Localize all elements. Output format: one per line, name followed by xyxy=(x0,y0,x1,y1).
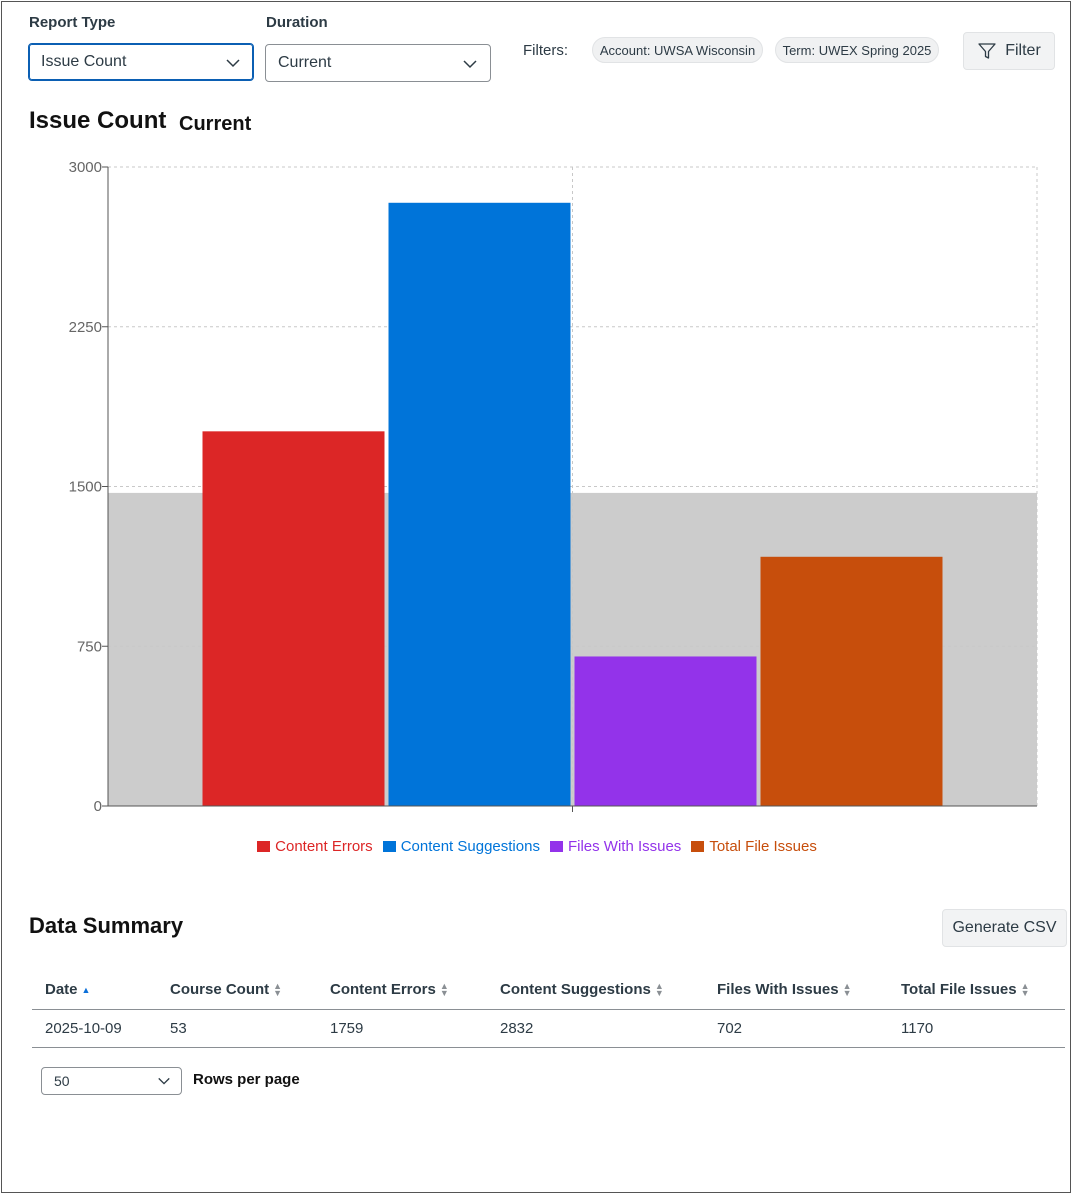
legend-label: Content Suggestions xyxy=(400,838,540,855)
chart-subtitle: Current xyxy=(179,113,252,135)
filter-button[interactable]: Filter xyxy=(963,32,1055,70)
chart-title: Issue Count xyxy=(29,107,167,134)
column-header-files-with-issues[interactable]: Files With Issues ▲ ▼ xyxy=(704,971,888,1010)
cell-total-file-issues: 1170 xyxy=(888,1009,1065,1048)
issue-count-bar-chart: 0 750 1500 2250 3000 xyxy=(69,159,1038,815)
table-row: 2025-10-09 53 1759 2832 702 1170 xyxy=(32,1009,1065,1048)
y-tick-label: 750 xyxy=(77,638,102,655)
column-header-date[interactable]: Date ▲ xyxy=(32,971,157,1010)
sort-icon: ▲ ▼ xyxy=(654,981,664,999)
chevron-down-icon xyxy=(158,1077,170,1085)
duration-select[interactable]: Current xyxy=(265,44,491,82)
funnel-icon xyxy=(978,43,996,59)
legend-item[interactable]: Content Errors xyxy=(257,838,373,855)
data-summary-title: Data Summary xyxy=(29,913,184,938)
report-type-value: Issue Count xyxy=(41,53,127,70)
sort-icon: ▲ ▼ xyxy=(273,981,283,999)
data-summary-table: Date ▲ Course Count ▲ ▼ Content Errors ▲ ▼ Co… xyxy=(32,971,1065,1048)
bar-total-file-issues xyxy=(760,556,943,806)
legend-swatch xyxy=(257,841,271,852)
duration-value: Current xyxy=(278,54,332,71)
sort-ascending-icon: ▲ xyxy=(81,984,91,995)
legend-label: Total File Issues xyxy=(709,838,817,855)
cell-files-with-issues: 702 xyxy=(704,1009,888,1048)
sort-icon: ▲ ▼ xyxy=(439,981,449,999)
column-header-total-file-issues[interactable]: Total File Issues ▲ ▼ xyxy=(888,971,1065,1010)
chart-legend: Content Errors Content Suggestions Files… xyxy=(2,838,1072,855)
legend-swatch xyxy=(691,841,705,852)
filters-label: Filters: xyxy=(523,42,568,59)
y-tick-label: 3000 xyxy=(69,159,102,176)
filter-chip-term[interactable]: Term: UWEX Spring 2025 xyxy=(775,37,939,63)
column-header-course-count[interactable]: Course Count ▲ ▼ xyxy=(157,971,317,1010)
legend-label: Content Errors xyxy=(275,838,373,855)
sort-icon: ▲ ▼ xyxy=(842,981,852,999)
legend-item[interactable]: Content Suggestions xyxy=(382,838,540,855)
chevron-down-icon xyxy=(226,59,240,68)
rows-per-page-label: Rows per page xyxy=(193,1071,300,1088)
filter-button-label: Filter xyxy=(1005,42,1041,59)
rows-per-page-value: 50 xyxy=(54,1073,70,1089)
legend-label: Files With Issues xyxy=(567,838,682,855)
generate-csv-button[interactable]: Generate CSV xyxy=(942,909,1067,947)
table-header-row: Date ▲ Course Count ▲ ▼ Content Errors ▲ ▼ Co… xyxy=(32,971,1065,1010)
legend-swatch xyxy=(382,841,396,852)
report-type-label: Report Type xyxy=(29,14,116,31)
bar-content-suggestions xyxy=(388,202,571,806)
cell-date: 2025-10-09 xyxy=(32,1009,157,1048)
duration-label: Duration xyxy=(266,14,328,31)
filter-chip-account[interactable]: Account: UWSA Wisconsin xyxy=(592,37,763,63)
legend-item[interactable]: Total File Issues xyxy=(691,838,817,855)
y-tick-label: 1500 xyxy=(69,479,102,496)
report-type-select[interactable]: Issue Count xyxy=(28,43,254,81)
y-tick-label: 0 xyxy=(94,798,102,815)
legend-swatch xyxy=(549,841,563,852)
cell-course-count: 53 xyxy=(157,1009,317,1048)
column-header-content-suggestions[interactable]: Content Suggestions ▲ ▼ xyxy=(487,971,704,1010)
y-tick-label: 2250 xyxy=(69,319,102,336)
cell-content-suggestions: 2832 xyxy=(487,1009,704,1048)
column-header-content-errors[interactable]: Content Errors ▲ ▼ xyxy=(317,971,487,1010)
rows-per-page-select[interactable]: 50 xyxy=(41,1067,182,1095)
cell-content-errors: 1759 xyxy=(317,1009,487,1048)
bar-content-errors xyxy=(202,431,385,806)
sort-icon: ▲ ▼ xyxy=(1020,981,1030,999)
legend-item[interactable]: Files With Issues xyxy=(549,838,682,855)
bar-files-with-issues xyxy=(574,656,757,806)
chevron-down-icon xyxy=(463,60,477,69)
